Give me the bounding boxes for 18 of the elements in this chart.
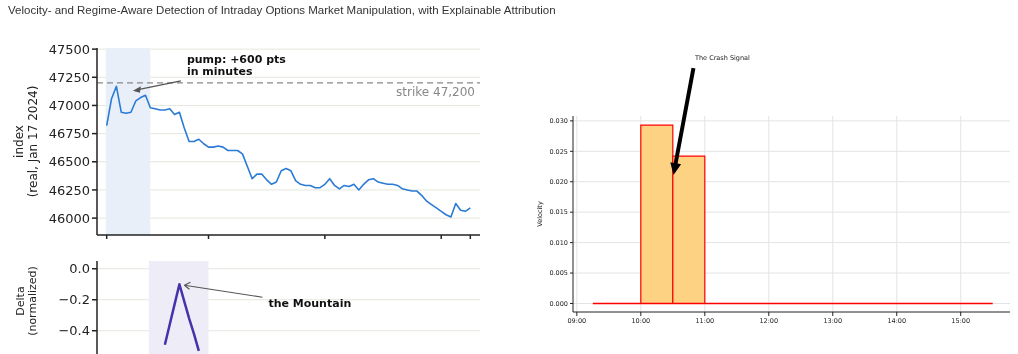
chart-title: Velocity- and Regime-Aware Detection of Intraday Options Market Manipulation, with Explainable Attribution <box>8 4 556 16</box>
y-tick-label: 47250 <box>48 69 90 85</box>
y-tick-label: 0.0 <box>69 261 90 277</box>
line-series <box>105 85 472 218</box>
y-tick-label: 46250 <box>48 182 90 198</box>
y-tick-label: −0.2 <box>58 292 90 308</box>
annotation: pump: +600 pts in minutes <box>186 52 287 78</box>
y-tick-label: 46000 <box>48 210 90 226</box>
y-axis-title: Delta (normalized) <box>13 266 40 336</box>
annotation: the Mountain <box>268 297 352 311</box>
y-tick-label: 47000 <box>48 98 90 114</box>
y-axis-title: index (real, Jan 17 2024) <box>12 85 40 198</box>
y-tick-label: 46750 <box>48 126 90 142</box>
ref-line-label: strike 47,200 <box>396 85 475 100</box>
line-series <box>163 283 201 353</box>
y-tick-label: −0.4 <box>58 323 90 339</box>
y-tick-label: 46500 <box>48 154 90 170</box>
y-tick-label: 47500 <box>48 41 90 57</box>
